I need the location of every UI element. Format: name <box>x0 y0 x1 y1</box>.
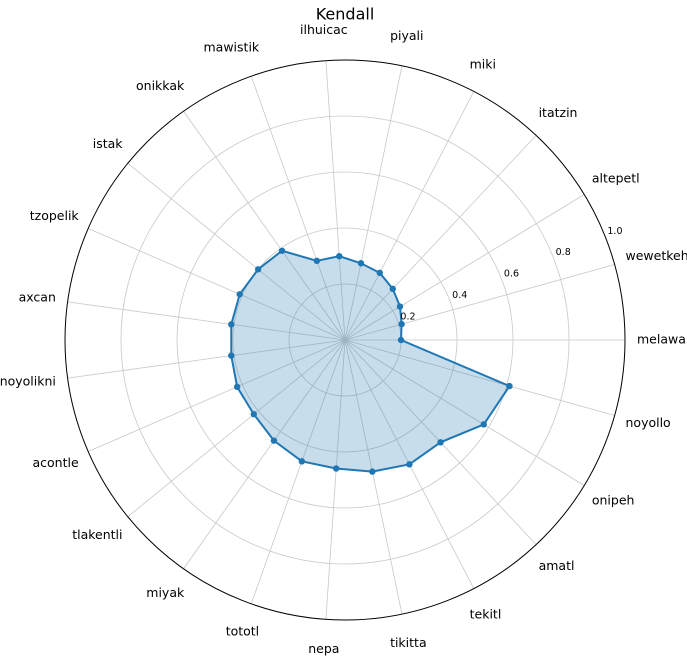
grid-ring <box>232 227 458 453</box>
spoke <box>67 339 346 379</box>
area <box>231 250 510 472</box>
marker <box>398 320 405 328</box>
spoke <box>183 111 346 341</box>
spoke <box>88 339 346 452</box>
spoke <box>183 339 346 569</box>
category-label: onipeh <box>592 493 635 508</box>
spoke <box>127 162 346 341</box>
marker <box>406 461 413 468</box>
category-label: ilhuicac <box>300 22 348 37</box>
spoke <box>344 339 615 416</box>
r-tick-label: 0.8 <box>556 247 571 258</box>
marker <box>250 411 257 418</box>
category-label: axcan <box>19 289 56 304</box>
spoke <box>250 76 346 341</box>
category-label: altepetl <box>592 170 640 185</box>
category-label: tzopelik <box>30 208 80 223</box>
spoke <box>250 339 346 604</box>
spoke <box>344 91 475 341</box>
category-label: miyak <box>146 585 185 600</box>
marker <box>437 439 444 446</box>
category-label: mawistik <box>204 39 260 54</box>
category-label: noyolikni <box>0 374 56 389</box>
marker <box>389 285 396 293</box>
marker <box>298 458 306 465</box>
category-label: tototl <box>226 624 259 639</box>
marker <box>336 252 343 260</box>
marker <box>357 260 365 267</box>
marker <box>270 437 278 444</box>
marker <box>228 321 235 328</box>
spoke <box>344 339 403 615</box>
category-label: miki <box>470 56 496 71</box>
outer-ring <box>64 59 626 621</box>
category-label: nepa <box>308 641 339 656</box>
marker <box>506 382 513 390</box>
spoke <box>344 194 585 341</box>
chart-title: Kendall <box>316 5 375 24</box>
r-tick-label: 0.6 <box>504 269 519 280</box>
category-label: melawak <box>637 332 687 347</box>
marker <box>313 257 321 265</box>
category-label: amatl <box>539 558 575 573</box>
marker <box>228 352 235 359</box>
spoke <box>67 301 346 341</box>
marker <box>480 421 487 428</box>
marker <box>396 303 404 310</box>
spoke <box>344 135 537 341</box>
marker <box>233 383 241 391</box>
spoke <box>325 60 346 341</box>
marker <box>376 269 383 277</box>
r-tick-label: 0.4 <box>452 290 467 301</box>
category-label: tlakentli <box>72 527 122 542</box>
marker <box>236 291 243 298</box>
category-label: onikkak <box>136 78 185 93</box>
marker <box>369 468 376 475</box>
spoke <box>325 339 346 620</box>
category-label: wewetkeh <box>626 248 687 263</box>
grid-ring <box>176 171 514 509</box>
spoke <box>88 228 346 341</box>
marker <box>278 247 286 254</box>
spoke <box>344 264 615 341</box>
marker <box>254 266 262 273</box>
marker <box>333 465 340 472</box>
category-label: tekitl <box>470 607 502 622</box>
r-tick-label: 1.0 <box>607 226 622 237</box>
category-label: piyali <box>390 28 423 43</box>
line <box>230 249 511 473</box>
category-label: itatzin <box>539 105 578 120</box>
category-label: tikitta <box>390 635 427 650</box>
r-tick-label: 0.2 <box>400 312 415 323</box>
grid-ring <box>120 115 570 565</box>
category-label: acontle <box>32 455 78 470</box>
category-label: noyollo <box>626 415 671 430</box>
spoke <box>344 339 585 486</box>
spoke <box>127 339 346 518</box>
marker <box>397 336 405 344</box>
category-label: istak <box>93 136 124 151</box>
spoke <box>344 65 403 341</box>
